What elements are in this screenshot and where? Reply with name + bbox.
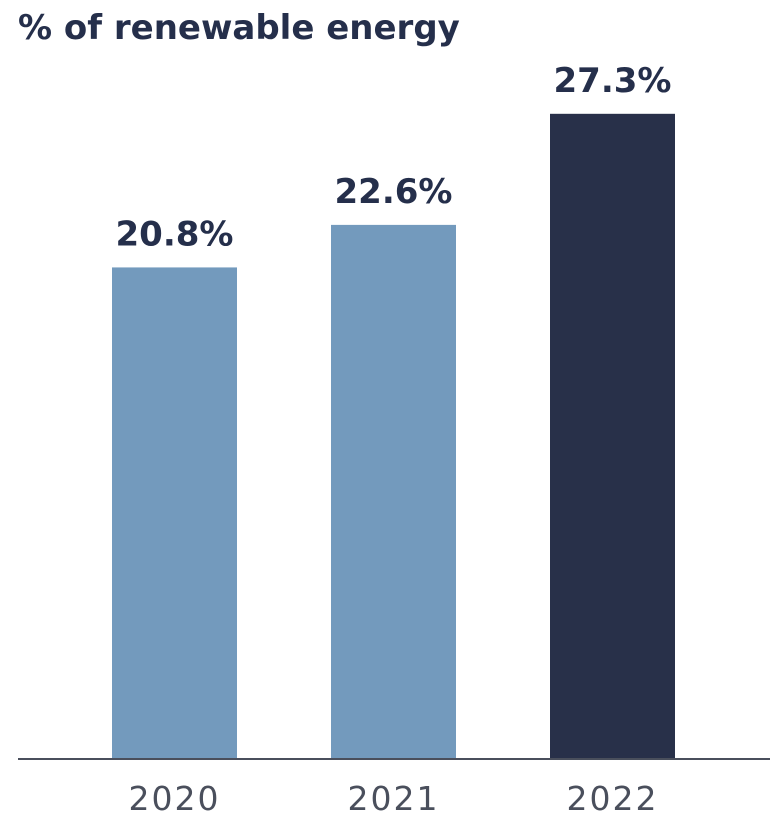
bar-value-label-2021: 22.6% bbox=[335, 172, 453, 212]
bar-2022 bbox=[550, 113, 675, 759]
bar-2020 bbox=[112, 267, 237, 759]
bar-value-label-2022: 27.3% bbox=[554, 61, 672, 101]
x-tick-label-2020: 2020 bbox=[129, 779, 221, 818]
x-tick-label-2022: 2022 bbox=[567, 779, 659, 818]
x-tick-label-2021: 2021 bbox=[348, 779, 440, 818]
chart-title: % of renewable energy bbox=[18, 8, 460, 48]
bar-value-label-2020: 20.8% bbox=[116, 214, 234, 254]
bar-2021 bbox=[331, 224, 456, 760]
